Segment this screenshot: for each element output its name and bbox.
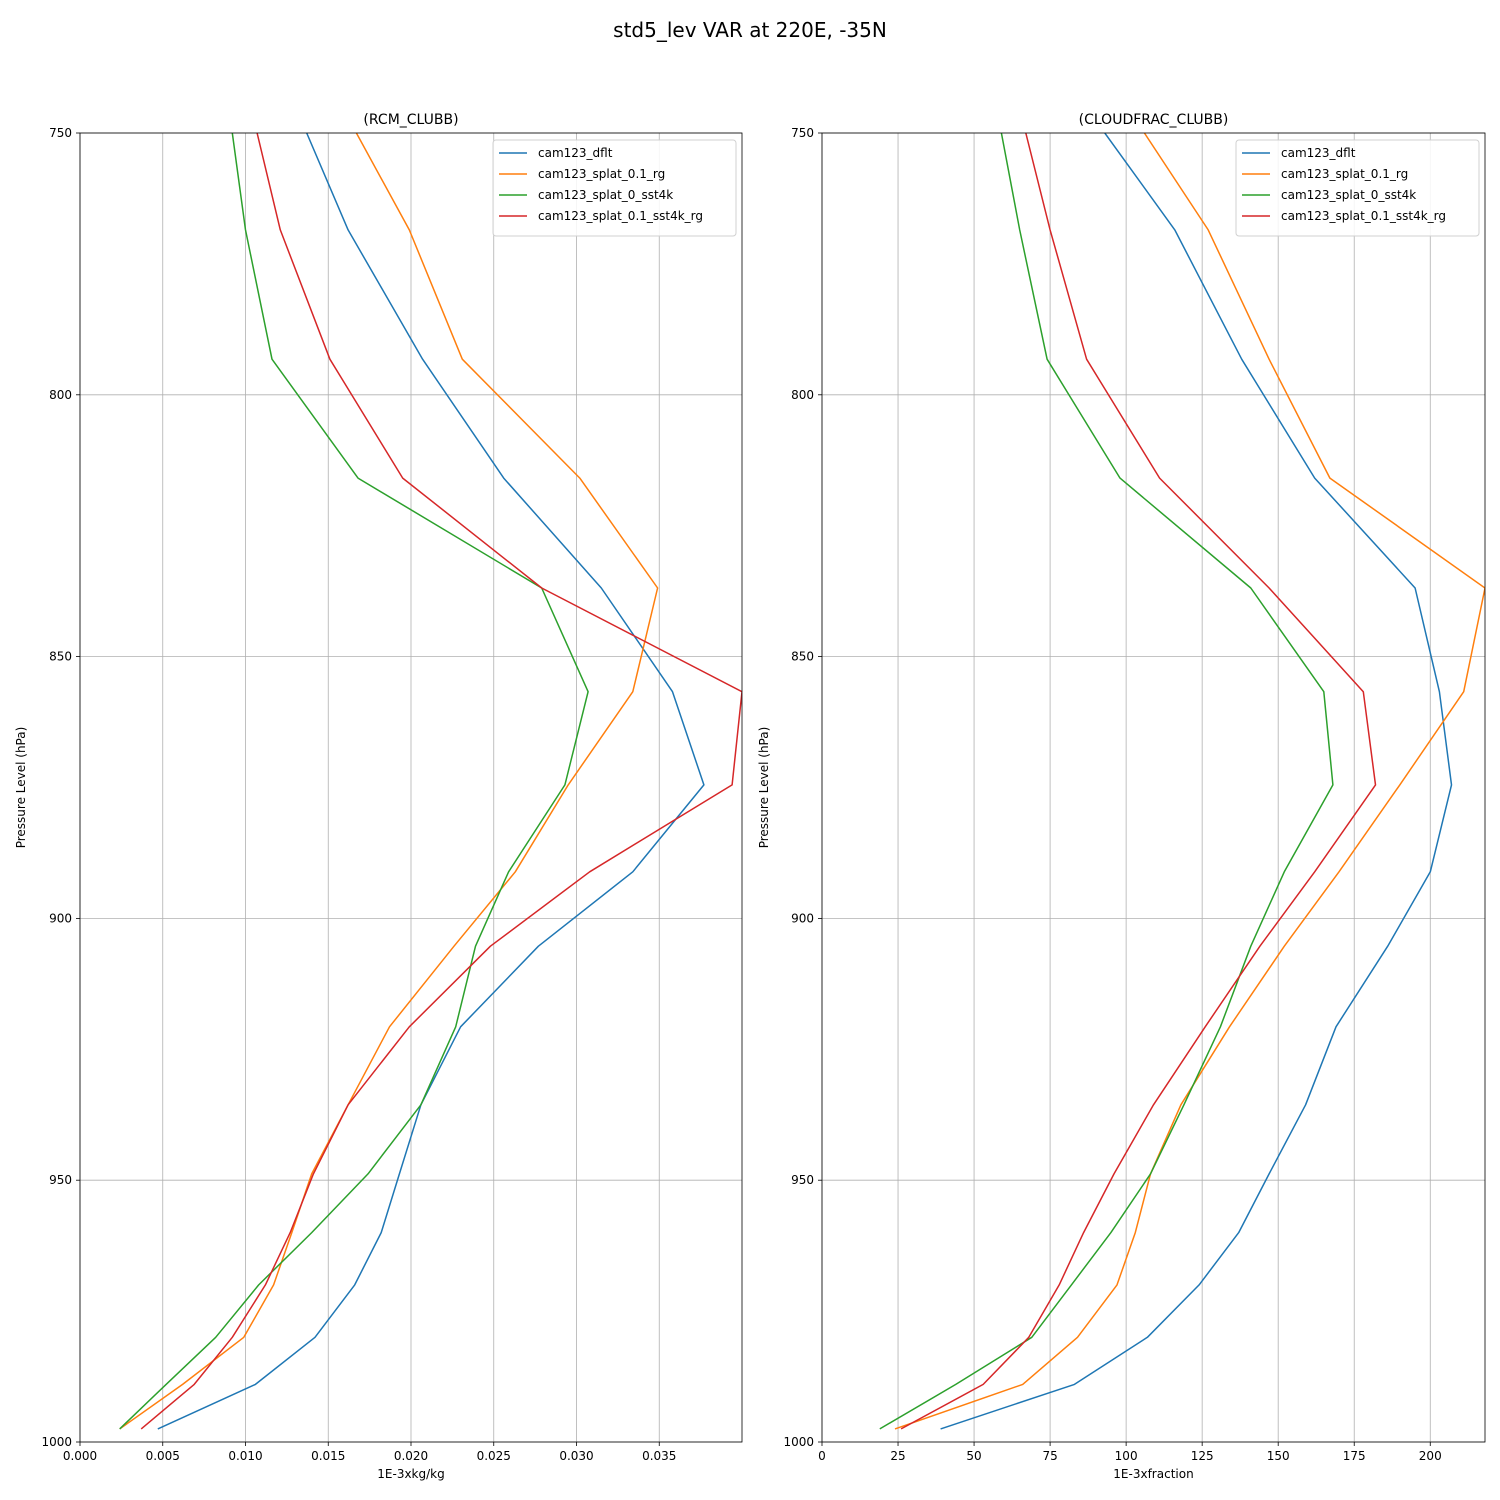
x-tick-label: 25 [890, 1449, 905, 1463]
axes-title: (CLOUDFRAC_CLUBB) [1079, 112, 1229, 128]
series-line-cam123_splat_0_sst4k [879, 133, 1334, 1430]
y-axis-label: Pressure Level (hPa) [14, 727, 28, 849]
x-tick-label: 0.015 [311, 1449, 345, 1463]
x-tick-label: 0.030 [559, 1449, 593, 1463]
y-tick-label: 800 [791, 388, 814, 402]
y-tick-label: 750 [791, 126, 814, 140]
x-tick-label: 0.010 [228, 1449, 262, 1463]
legend-box [492, 139, 737, 237]
x-tick-label: 150 [1267, 1449, 1290, 1463]
x-tick-label: 175 [1343, 1449, 1366, 1463]
y-tick-label: 850 [791, 650, 814, 664]
x-tick-label: 0 [818, 1449, 826, 1463]
series-line-cam123_dflt [157, 133, 705, 1430]
y-tick-label: 900 [49, 911, 72, 925]
legend-entry-label: cam123_splat_0.1_rg [538, 167, 665, 181]
y-tick-label: 1000 [41, 1435, 72, 1449]
x-tick-label: 0.020 [394, 1449, 428, 1463]
x-axis-label: 1E-3xfraction [1113, 1467, 1193, 1481]
series-line-cam123_splat_0.1_sst4k_rg [900, 133, 1377, 1430]
series-line-cam123_splat_0_sst4k [119, 133, 589, 1430]
series-group [119, 133, 742, 1430]
y-tick-label: 1000 [783, 1435, 814, 1449]
x-tick-label: 100 [1115, 1449, 1138, 1463]
legend-entry-label: cam123_dflt [538, 146, 613, 160]
legend-entry-label: cam123_splat_0.1_sst4k_rg [1281, 209, 1446, 223]
y-tick-label: 950 [49, 1173, 72, 1187]
series-line-cam123_dflt [940, 133, 1453, 1430]
series-line-cam123_splat_0.1_rg [119, 133, 659, 1430]
x-tick-label: 0.025 [477, 1449, 511, 1463]
axes-title: (RCM_CLUBB) [363, 112, 458, 128]
legend-entry-label: cam123_splat_0_sst4k [1281, 188, 1416, 202]
x-tick-label: 0.035 [642, 1449, 676, 1463]
x-tick-label: 125 [1191, 1449, 1214, 1463]
y-tick-label: 950 [791, 1173, 814, 1187]
figure-suptitle: std5_lev VAR at 220E, -35N [613, 18, 887, 42]
legend-entry-label: cam123_splat_0.1_sst4k_rg [538, 209, 703, 223]
x-tick-label: 0.000 [63, 1449, 97, 1463]
x-tick-label: 0.005 [146, 1449, 180, 1463]
y-tick-label: 800 [49, 388, 72, 402]
series-group [879, 133, 1485, 1430]
y-axis-label: Pressure Level (hPa) [757, 727, 771, 849]
y-tick-label: 850 [49, 650, 72, 664]
rcm-clubb-panel: 0.000 0.005 0.010 0.015 0.020 0.025 0.030 0.035… [14, 112, 743, 1481]
legend-entry-label: cam123_splat_0_sst4k [538, 188, 673, 202]
legend-entry-label: cam123_splat_0.1_rg [1281, 167, 1408, 181]
x-axis-label: 1E-3xkg/kg [377, 1467, 444, 1481]
series-line-cam123_splat_0.1_sst4k_rg [140, 133, 742, 1430]
x-tick-label: 200 [1419, 1449, 1442, 1463]
axes-frame [821, 132, 1486, 1443]
legend-entry-label: cam123_dflt [1281, 146, 1356, 160]
y-tick-label: 750 [49, 126, 72, 140]
legend-box [1235, 139, 1480, 237]
y-tick-label: 900 [791, 911, 814, 925]
series-line-cam123_splat_0.1_rg [894, 133, 1485, 1430]
cloudfrac-clubb-panel: 0 25 50 75 100 125 150 175 200 750 800 850 900 950 100… [757, 112, 1486, 1481]
x-tick-label: 75 [1042, 1449, 1057, 1463]
x-tick-label: 50 [966, 1449, 981, 1463]
